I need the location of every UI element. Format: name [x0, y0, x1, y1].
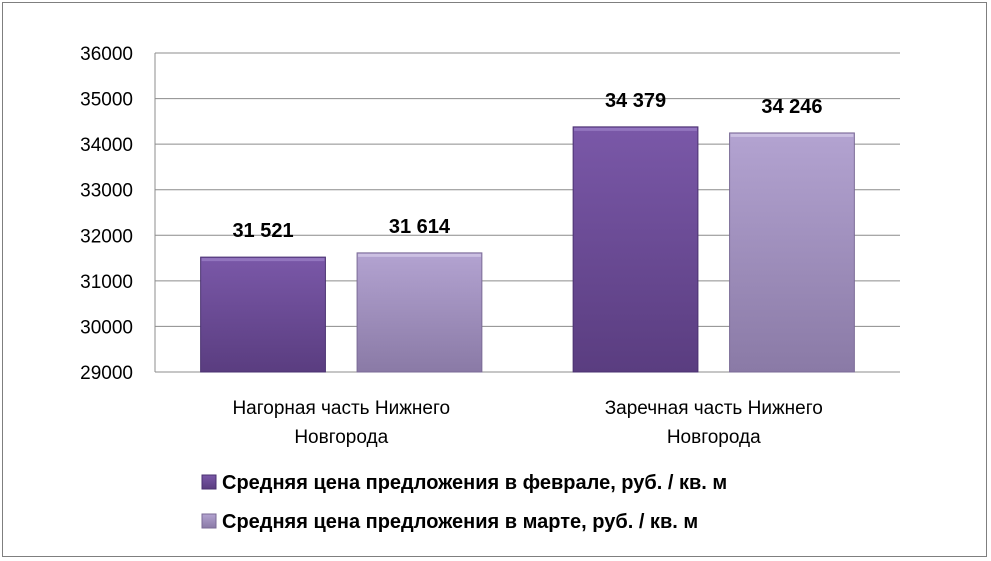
- x-axis: Нагорная часть Нижнего Новгорода Заречная …: [232, 398, 822, 448]
- legend-label: Средняя цена предложения в феврале, руб.…: [222, 472, 727, 494]
- bar-highlight: [574, 127, 697, 131]
- y-tick-label: 35000: [80, 90, 133, 111]
- y-axis: 29000 30000 31000 32000 33000 34000 35000 36000: [80, 44, 900, 384]
- y-tick-label: 34000: [80, 135, 133, 156]
- bar-highlight: [358, 253, 481, 257]
- y-tick-label: 32000: [80, 226, 133, 247]
- bar-march: [729, 132, 855, 373]
- data-labels: 31 521 31 614 34 379 34 246: [232, 90, 822, 242]
- y-tick-label: 36000: [80, 44, 133, 65]
- bar-february: [572, 126, 699, 373]
- legend: Средняя цена предложения в феврале, руб.…: [201, 472, 727, 533]
- legend-label: Средняя цена предложения в марте, руб. /…: [222, 511, 698, 533]
- bar-highlight: [201, 258, 325, 262]
- data-label: 31 521: [232, 220, 293, 242]
- bar-highlight: [730, 133, 854, 137]
- data-label: 31 614: [389, 216, 451, 238]
- category-label: Новгорода: [667, 427, 761, 448]
- bar-march: [356, 252, 483, 373]
- data-label: 34 379: [605, 90, 666, 112]
- category-label: Нагорная часть Нижнего: [232, 398, 450, 419]
- legend-swatch: [201, 513, 217, 529]
- legend-swatch: [201, 474, 217, 490]
- y-tick-label: 31000: [80, 272, 133, 293]
- category-label: Новгорода: [294, 427, 388, 448]
- y-tick-label: 33000: [80, 181, 133, 202]
- data-label: 34 246: [761, 96, 822, 118]
- y-tick-label: 29000: [80, 363, 133, 384]
- category-label: Заречная часть Нижнего: [605, 398, 823, 419]
- y-tick-label: 30000: [80, 317, 133, 338]
- bars: [200, 126, 855, 373]
- bar-february: [200, 256, 326, 373]
